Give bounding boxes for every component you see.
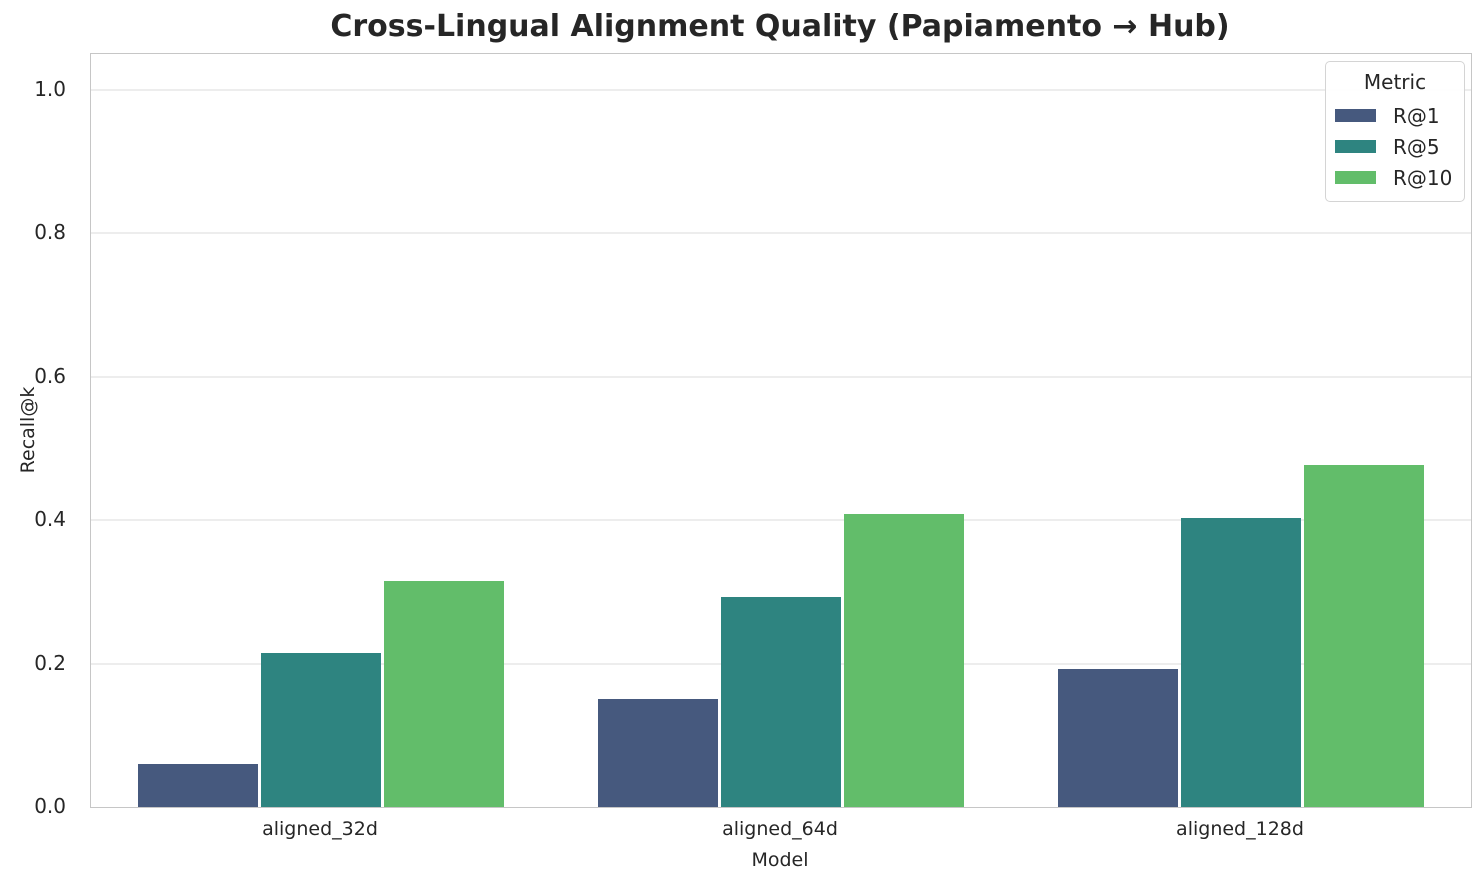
bar-aligned_32d-R@1 bbox=[138, 764, 258, 807]
gridline bbox=[91, 519, 1471, 522]
legend-item: R@5 bbox=[1326, 131, 1464, 162]
y-tick-label: 0.6 bbox=[34, 363, 66, 388]
legend-item-label: R@5 bbox=[1393, 134, 1440, 159]
bar-aligned_64d-R@1 bbox=[598, 699, 718, 807]
bar-aligned_32d-R@5 bbox=[261, 653, 381, 807]
legend-item: R@10 bbox=[1326, 162, 1464, 193]
y-tick-label: 0.8 bbox=[34, 220, 66, 245]
legend-swatch-icon bbox=[1335, 109, 1376, 122]
y-axis-label: Recall@k bbox=[17, 386, 39, 474]
x-axis-label: Model bbox=[751, 849, 809, 871]
legend: Metric R@1 R@5 R@10 bbox=[1325, 61, 1465, 202]
bar-aligned_32d-R@10 bbox=[384, 581, 504, 807]
chart-title: Cross-Lingual Alignment Quality (Papiame… bbox=[330, 9, 1230, 44]
plot-area: Metric R@1 R@5 R@10 bbox=[90, 53, 1472, 808]
legend-item-label: R@1 bbox=[1393, 103, 1440, 128]
y-tick-label: 0.2 bbox=[34, 650, 66, 675]
legend-swatch-icon bbox=[1335, 171, 1376, 184]
legend-title: Metric bbox=[1363, 70, 1427, 94]
gridline bbox=[91, 89, 1471, 91]
bar-aligned_128d-R@1 bbox=[1058, 669, 1178, 807]
y-tick-label: 1.0 bbox=[34, 77, 66, 101]
x-tick-label: aligned_32d bbox=[262, 818, 378, 840]
bar-aligned_64d-R@5 bbox=[721, 597, 841, 807]
gridline bbox=[91, 375, 1471, 378]
x-tick-label: aligned_64d bbox=[722, 818, 838, 840]
legend-item-label: R@10 bbox=[1393, 165, 1453, 190]
x-tick-label: aligned_128d bbox=[1176, 818, 1304, 840]
bar-aligned_64d-R@10 bbox=[844, 514, 964, 807]
gridline bbox=[91, 232, 1471, 235]
bar-aligned_128d-R@5 bbox=[1181, 518, 1301, 807]
legend-item: R@1 bbox=[1326, 100, 1464, 131]
legend-swatch-icon bbox=[1335, 140, 1376, 153]
bar-aligned_128d-R@10 bbox=[1304, 465, 1424, 807]
y-tick-label: 0.4 bbox=[34, 507, 66, 532]
y-axis-ticks: 0.0 0.2 0.4 0.6 0.8 1.0 bbox=[0, 0, 78, 885]
legend-items: R@1 R@5 R@10 bbox=[1326, 100, 1464, 193]
y-tick-label: 0.0 bbox=[34, 794, 66, 818]
